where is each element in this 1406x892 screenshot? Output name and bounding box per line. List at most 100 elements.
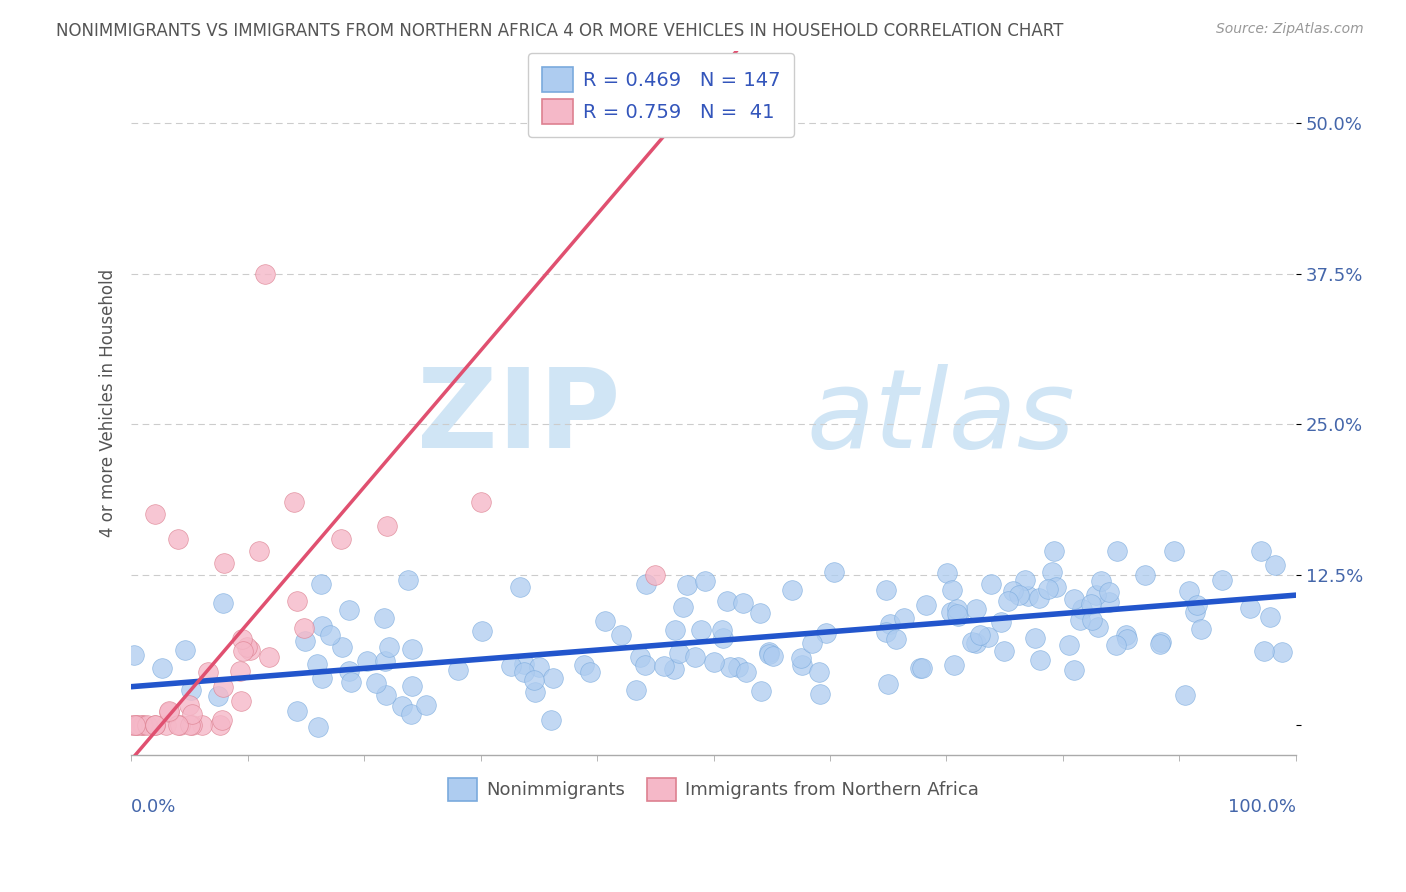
Point bbox=[762, 649, 785, 664]
Point bbox=[527, 660, 550, 674]
Point bbox=[283, 495, 305, 509]
Point bbox=[749, 684, 772, 698]
Point bbox=[1069, 613, 1091, 627]
Point bbox=[593, 614, 616, 628]
Text: atlas: atlas bbox=[807, 364, 1076, 471]
Point bbox=[319, 627, 342, 641]
Point bbox=[1098, 595, 1121, 609]
Point bbox=[664, 623, 686, 637]
Point bbox=[1271, 645, 1294, 659]
Point bbox=[1253, 644, 1275, 658]
Point bbox=[523, 673, 546, 688]
Point bbox=[294, 633, 316, 648]
Point bbox=[915, 599, 938, 613]
Point bbox=[980, 577, 1002, 591]
Point bbox=[946, 607, 969, 621]
Point bbox=[634, 576, 657, 591]
Point bbox=[1115, 632, 1137, 646]
Point bbox=[1087, 620, 1109, 634]
Point bbox=[610, 628, 633, 642]
Point bbox=[446, 663, 468, 677]
Point bbox=[942, 658, 965, 673]
Point bbox=[993, 644, 1015, 658]
Point bbox=[543, 671, 565, 685]
Point bbox=[181, 718, 204, 732]
Point bbox=[232, 644, 254, 658]
Point bbox=[1163, 543, 1185, 558]
Point bbox=[823, 566, 845, 580]
Point bbox=[247, 543, 270, 558]
Point bbox=[307, 657, 329, 672]
Point bbox=[513, 665, 536, 679]
Point bbox=[664, 662, 686, 676]
Point bbox=[150, 661, 173, 675]
Point bbox=[1080, 613, 1102, 627]
Point bbox=[1090, 574, 1112, 588]
Point bbox=[136, 718, 159, 732]
Point bbox=[1258, 610, 1281, 624]
Point bbox=[1105, 638, 1128, 652]
Point bbox=[509, 580, 531, 594]
Point bbox=[1063, 663, 1085, 677]
Point bbox=[157, 705, 180, 719]
Point bbox=[377, 519, 399, 533]
Point bbox=[181, 707, 204, 722]
Point bbox=[254, 267, 277, 281]
Point bbox=[690, 623, 713, 637]
Point bbox=[157, 706, 180, 720]
Point bbox=[1084, 589, 1107, 603]
Point bbox=[1024, 631, 1046, 645]
Point bbox=[939, 605, 962, 619]
Point bbox=[212, 596, 235, 610]
Point bbox=[572, 658, 595, 673]
Point bbox=[948, 608, 970, 623]
Point bbox=[790, 651, 813, 665]
Point bbox=[285, 593, 308, 607]
Point bbox=[808, 665, 831, 679]
Point bbox=[311, 672, 333, 686]
Point bbox=[285, 704, 308, 718]
Point bbox=[1211, 573, 1233, 587]
Text: ZIP: ZIP bbox=[418, 364, 620, 471]
Point bbox=[122, 648, 145, 662]
Point bbox=[876, 677, 898, 691]
Point bbox=[236, 640, 259, 654]
Point bbox=[143, 718, 166, 732]
Point bbox=[946, 601, 969, 615]
Point bbox=[815, 626, 838, 640]
Point bbox=[180, 682, 202, 697]
Point bbox=[695, 574, 717, 589]
Point bbox=[676, 578, 699, 592]
Point bbox=[169, 718, 191, 732]
Point bbox=[879, 616, 901, 631]
Point bbox=[524, 685, 547, 699]
Point bbox=[1250, 543, 1272, 558]
Point bbox=[229, 664, 252, 678]
Point bbox=[672, 600, 695, 615]
Point bbox=[399, 706, 422, 721]
Point bbox=[294, 621, 316, 635]
Point bbox=[965, 602, 987, 616]
Point bbox=[339, 675, 361, 690]
Text: NONIMMIGRANTS VS IMMIGRANTS FROM NORTHERN AFRICA 4 OR MORE VEHICLES IN HOUSEHOLD: NONIMMIGRANTS VS IMMIGRANTS FROM NORTHER… bbox=[56, 22, 1063, 40]
Point bbox=[378, 640, 401, 654]
Point bbox=[1189, 622, 1212, 636]
Point bbox=[997, 593, 1019, 607]
Point bbox=[190, 718, 212, 732]
Point bbox=[121, 718, 143, 732]
Point bbox=[1185, 598, 1208, 612]
Point bbox=[911, 661, 934, 675]
Point bbox=[132, 718, 155, 732]
Point bbox=[579, 665, 602, 679]
Point bbox=[1150, 635, 1173, 649]
Point bbox=[396, 573, 419, 587]
Point bbox=[330, 640, 353, 654]
Point bbox=[1045, 580, 1067, 594]
Point bbox=[1008, 588, 1031, 602]
Point bbox=[1040, 566, 1063, 580]
Point bbox=[415, 698, 437, 713]
Point bbox=[356, 654, 378, 668]
Point bbox=[307, 720, 329, 734]
Point bbox=[329, 532, 352, 546]
Point bbox=[644, 567, 666, 582]
